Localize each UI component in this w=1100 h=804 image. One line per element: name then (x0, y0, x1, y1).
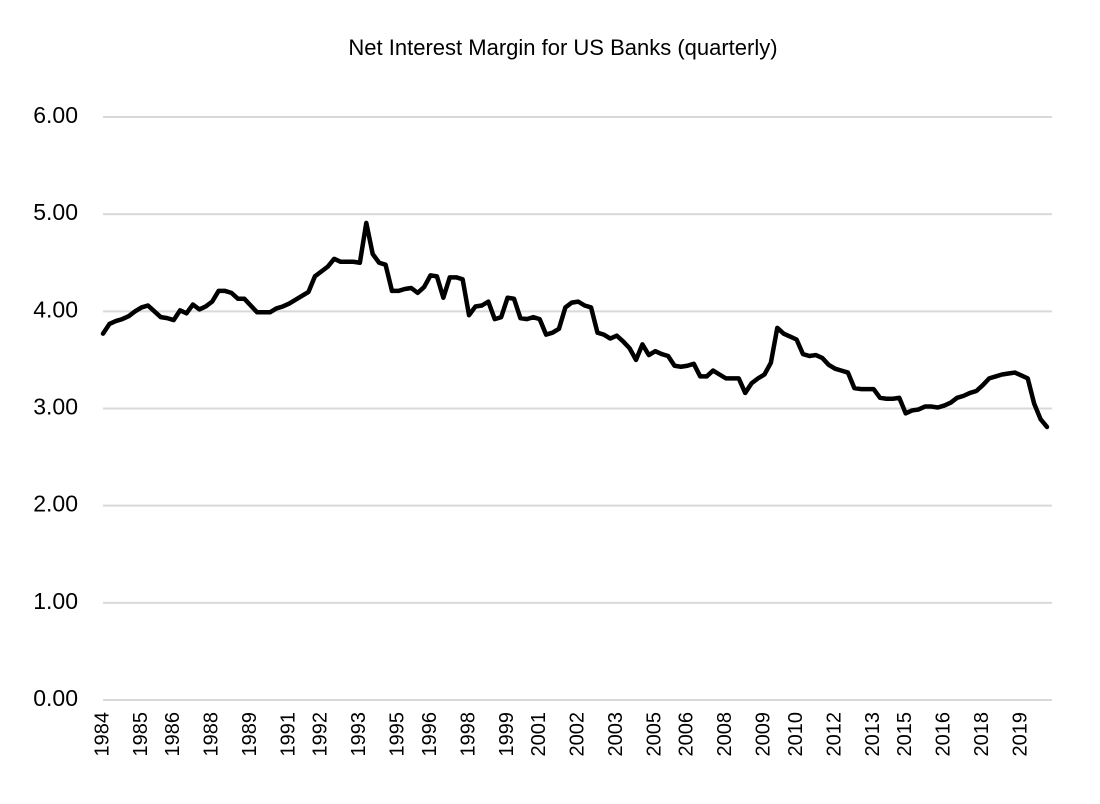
x-tick-label: 2009 (753, 712, 775, 757)
x-tick-label: 1996 (419, 712, 441, 757)
y-tick-label: 4.00 (33, 296, 78, 322)
x-tick-label: 2015 (894, 712, 916, 757)
x-tick-label: 2003 (605, 712, 627, 757)
x-tick-label: 2019 (1010, 712, 1032, 757)
x-tick-label: 2008 (714, 712, 736, 757)
x-tick-label: 2010 (785, 712, 807, 757)
x-tick-label: 1986 (162, 712, 184, 757)
x-tick-label: 1992 (310, 712, 332, 757)
x-tick-label: 1985 (130, 712, 152, 757)
x-tick-label: 2018 (971, 712, 993, 757)
x-tick-label: 2013 (862, 712, 884, 757)
x-tick-label: 1999 (496, 712, 518, 757)
y-tick-label: 0.00 (33, 685, 78, 711)
y-tick-label: 5.00 (33, 199, 78, 225)
x-tick-label: 2012 (823, 712, 845, 757)
x-tick-label: 1989 (239, 712, 261, 757)
x-tick-label: 1998 (457, 712, 479, 757)
x-tick-label: 2005 (644, 712, 666, 757)
x-tick-label: 1991 (278, 712, 300, 757)
x-tick-label: 2002 (566, 712, 588, 757)
line-series (100, 220, 1050, 430)
x-tick-label: 1988 (200, 712, 222, 757)
x-tick-label: 2001 (528, 712, 550, 757)
y-tick-label: 3.00 (33, 394, 78, 420)
x-tick-label: 2006 (676, 712, 698, 757)
y-tick-label: 2.00 (33, 491, 78, 517)
x-tick-label: 1984 (91, 712, 113, 757)
x-tick-label: 1993 (348, 712, 370, 757)
x-tick-label: 1995 (387, 712, 409, 757)
x-tick-label: 2016 (933, 712, 955, 757)
y-tick-label: 6.00 (33, 102, 78, 128)
chart-title: Net Interest Margin for US Banks (quarte… (348, 35, 777, 60)
y-tick-label: 1.00 (33, 588, 78, 614)
